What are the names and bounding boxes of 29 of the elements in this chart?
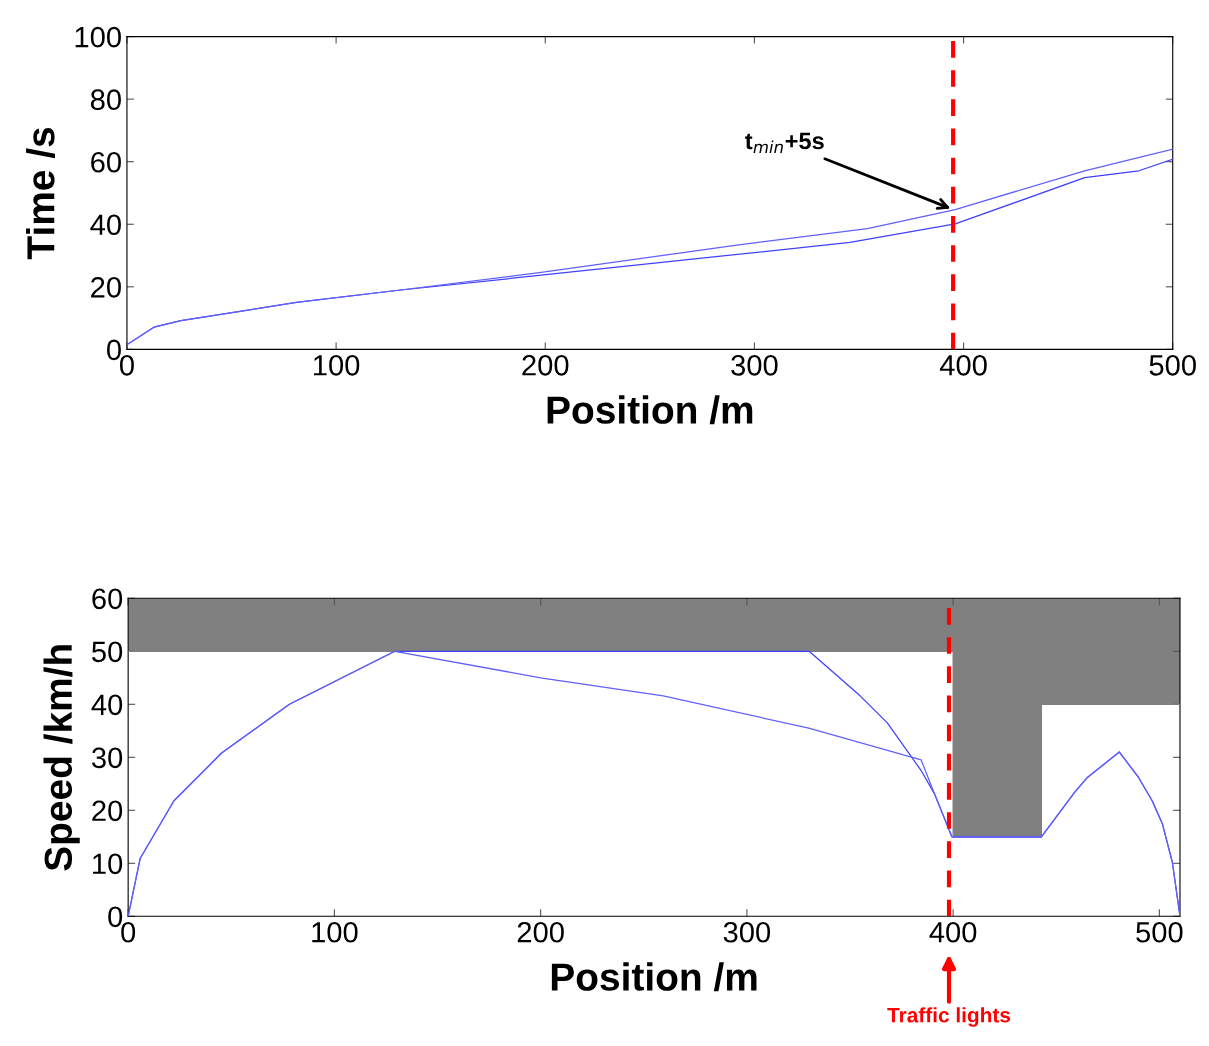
y-tick-label: 20 [92,800,123,822]
x-tick-label: 500 [1136,921,1183,943]
y-tick-label: 100 [75,26,121,48]
y-tick-label: 60 [92,588,123,610]
y-tick-label: 80 [90,89,121,111]
x-tick-label: 300 [731,355,778,376]
x-tick-label: 200 [517,921,564,943]
x-axis-title: Position /m [551,962,757,992]
y-axis-title: Time /s [26,127,56,260]
y-tick-label: 30 [91,747,123,769]
y-tick-label: 60 [91,151,121,173]
y-tick-label: 0 [107,339,121,361]
y-tick-label: 40 [91,694,123,716]
x-axis-title: Position /m [547,395,753,425]
y-tick-label: 0 [108,906,123,928]
text: Traffic lights [887,1007,1011,1027]
y-tick-label: 20 [91,277,121,298]
x-tick-label: 300 [723,921,771,943]
x-tick-label: 400 [939,355,987,376]
y-tick-label: 50 [92,641,123,663]
annotation: t$_{min}$+5s [745,132,824,153]
x-tick-label: 100 [312,921,358,943]
x-tick-label: 100 [314,355,360,376]
y-tick-label: 10 [93,853,123,875]
x-tick-label: 200 [522,355,569,376]
y-axis-title: Speed /km/h [43,645,80,871]
y-tick-label: 40 [90,214,121,236]
x-tick-label: 500 [1149,355,1196,376]
x-tick-label: 400 [929,921,977,943]
